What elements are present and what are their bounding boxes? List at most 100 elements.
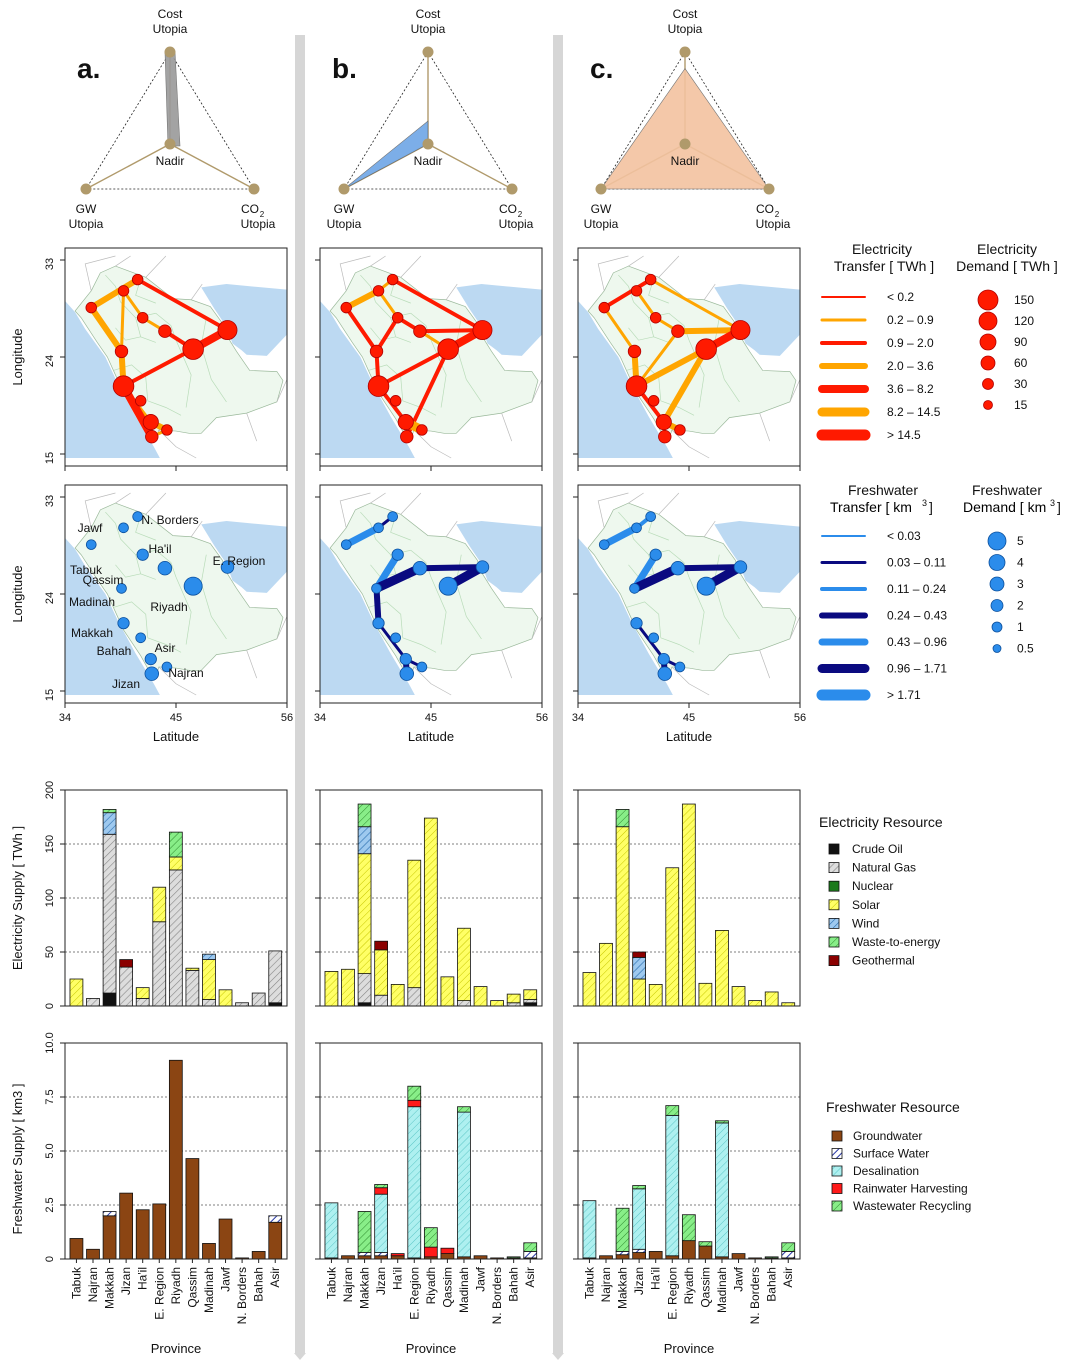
co2-label: CO	[499, 202, 517, 216]
x-tick-label: 45	[170, 712, 182, 724]
x-axis-label: Province	[151, 1341, 202, 1356]
water-transfer-title-1: Freshwater	[848, 482, 918, 498]
bar-Madinah-Natural Gas	[202, 999, 216, 1007]
elec-transfer-label-2: 0.9 – 2.0	[887, 336, 934, 350]
demand-node-Qassim	[670, 560, 686, 576]
category-label-Qassim: Qassim	[440, 1267, 454, 1308]
x-tick-label: 34	[314, 712, 326, 724]
bar-Ha'il-Groundwater	[135, 1209, 150, 1260]
vertex-point-0	[422, 46, 434, 58]
elec-resource-label-2: Nuclear	[852, 879, 893, 893]
vertex-point-3	[164, 138, 176, 150]
nadir-label: Nadir	[414, 154, 443, 168]
bar-Makkah-Natural Gas	[102, 833, 117, 994]
category-label-Madinah: Madinah	[715, 1267, 729, 1313]
electricity-supply-chart-2	[315, 789, 543, 1007]
elec-resource-swatch-5	[828, 936, 840, 948]
water-demand-label-0: 5	[1017, 534, 1024, 548]
bar-Qassim-Rainwater Harvesting	[440, 1247, 455, 1254]
demand-node-Makkah	[367, 375, 390, 397]
demand-node-Riyadh	[696, 576, 716, 596]
bar-Makkah-Surface Water	[102, 1211, 117, 1217]
demand-node-Najran	[161, 661, 173, 673]
bar-Jizan-Wastewater Recycling	[632, 1185, 646, 1190]
elec-resource-label-3: Solar	[852, 898, 880, 912]
demand-node-N. Borders	[387, 511, 398, 522]
bar-Tabuk-Desalination	[582, 1200, 597, 1259]
cost-label: Cost	[158, 7, 183, 21]
elec-resource-label-5: Waste-to-energy	[852, 935, 940, 949]
border-line	[789, 616, 800, 640]
place-label-Riyadh: Riyadh	[150, 600, 187, 614]
bar-Bahah-Wastewater Recycling	[764, 1256, 779, 1259]
border-line	[145, 255, 167, 278]
border-line	[597, 255, 629, 291]
demand-node-Jizan	[145, 429, 159, 444]
border-line	[276, 616, 287, 640]
bar-Qassim-Groundwater	[440, 1253, 455, 1260]
demand-node-Qassim	[157, 560, 173, 576]
water-demand-label-3: 2	[1017, 599, 1024, 613]
demand-node-Asir	[655, 414, 672, 431]
bar-Riyadh-Solar	[681, 803, 696, 1007]
elec-transfer-label-5: 8.2 – 14.5	[887, 405, 941, 419]
bar-Madinah-Groundwater	[202, 1243, 216, 1260]
demand-node-Jizan	[399, 666, 415, 681]
gw-utopia-label: Utopia	[584, 217, 619, 231]
border-line	[413, 429, 452, 459]
border-line	[276, 379, 287, 403]
category-label-Makkah: Makkah	[103, 1267, 117, 1309]
map-content	[320, 485, 542, 703]
border-line	[628, 255, 644, 267]
utopia-triangle	[343, 51, 513, 190]
bar-Riyadh-Natural Gas	[168, 869, 183, 1007]
y-tick-label: 0	[44, 1256, 56, 1262]
place-label-Jizan: Jizan	[112, 677, 140, 691]
bar-Makkah-Surface Water	[615, 1251, 630, 1256]
bar-Qassim-Groundwater	[185, 1158, 200, 1260]
x-tick-label: 34	[572, 712, 584, 724]
bar-Ha'il-Rainwater Harvesting	[390, 1253, 405, 1257]
elec-transfer-label-3: 2.0 – 3.6	[887, 359, 934, 373]
border-line	[145, 492, 167, 515]
bar-Madinah-Wind	[202, 953, 216, 960]
bar-Bahah-Solar	[506, 993, 521, 1004]
category-label-Jawf: Jawf	[732, 1266, 746, 1291]
demand-node-Tabuk	[85, 539, 97, 550]
bar-N. Borders-Solar	[748, 1000, 762, 1007]
elec-demand-label-4: 30	[1014, 377, 1028, 391]
flow-Tabuk-Jawf	[600, 524, 641, 549]
demand-node-E. Region	[217, 320, 238, 341]
bar-Najran-Solar	[341, 968, 355, 1007]
place-label-Madinah: Madinah	[69, 595, 115, 609]
demand-node-Tabuk	[598, 539, 610, 550]
bar-N. Borders-Solar	[490, 1000, 504, 1007]
red-sea	[65, 493, 160, 695]
bar-Jizan-Solar	[632, 978, 646, 1007]
bar-Riyadh-Solar	[423, 817, 438, 1007]
border-line	[155, 549, 177, 578]
demand-node-Najran	[161, 424, 173, 436]
category-label-E. Region: E. Region	[665, 1267, 679, 1320]
border-line	[668, 312, 690, 341]
water-demand-unit-close: ]	[1057, 499, 1061, 515]
flow-Qassim-Makkah	[635, 329, 680, 388]
bar-Makkah-Surface Water	[357, 1252, 372, 1257]
bar-Bahah-Solar	[764, 991, 779, 1007]
border-line	[200, 317, 227, 403]
y-tick-label: 5.0	[44, 1143, 56, 1158]
gw-label: GW	[591, 202, 612, 216]
vertex-point-1	[595, 183, 607, 195]
water-transfer-label-6: > 1.71	[887, 688, 921, 702]
elec-transfer-label-0: < 0.2	[887, 290, 914, 304]
demand-node-Ha'il	[649, 311, 662, 324]
category-label-Asir: Asir	[268, 1267, 282, 1288]
bar-Asir-Wastewater Recycling	[781, 1242, 796, 1252]
persian-gulf	[714, 521, 800, 593]
elec-demand-title-2: Demand [ TWh ]	[956, 258, 1058, 274]
water-demand-label-4: 1	[1017, 620, 1024, 634]
border-line	[246, 412, 258, 442]
